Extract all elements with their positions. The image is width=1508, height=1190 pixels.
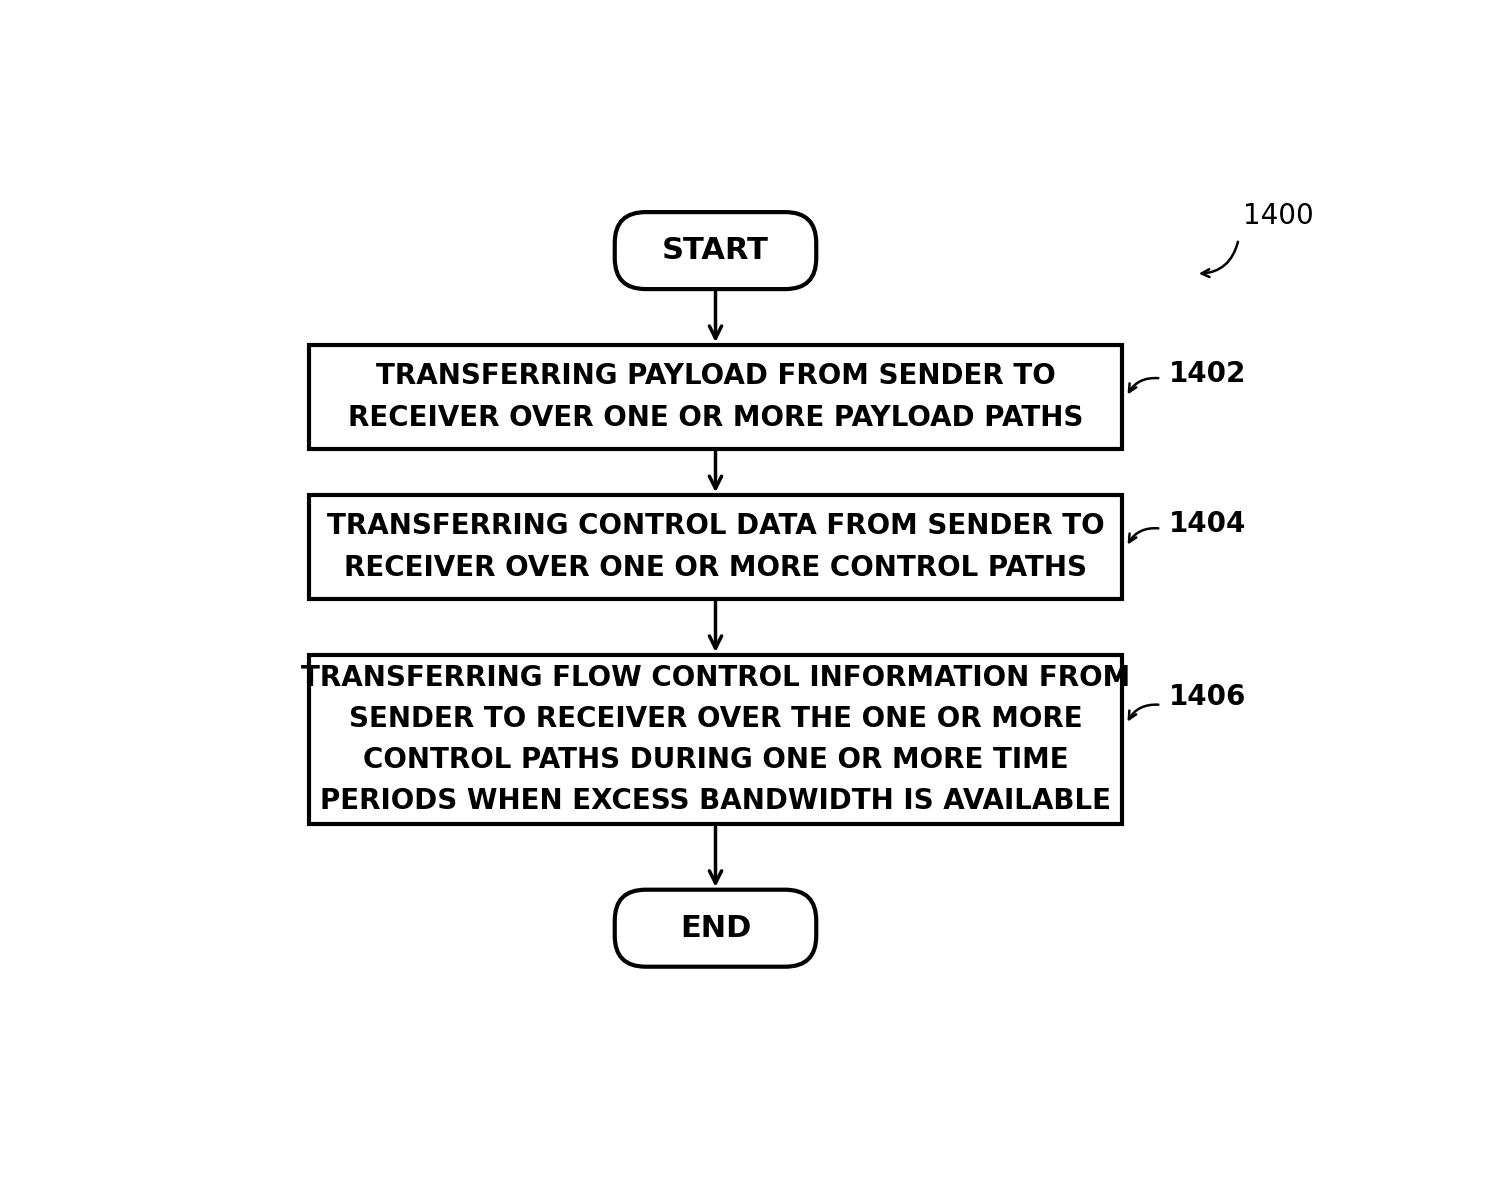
Bar [309,495,1122,599]
Text: TRANSFERRING PAYLOAD FROM SENDER TO
RECEIVER OVER ONE OR MORE PAYLOAD PATHS: TRANSFERRING PAYLOAD FROM SENDER TO RECE… [348,362,1083,432]
FancyArrowPatch shape [1129,528,1158,543]
FancyArrowPatch shape [1202,242,1238,277]
Bar [309,654,1122,825]
Text: START: START [662,236,769,265]
Bar [309,345,1122,449]
Text: 1406: 1406 [1169,683,1246,712]
FancyBboxPatch shape [615,890,816,966]
Text: TRANSFERRING FLOW CONTROL INFORMATION FROM
SENDER TO RECEIVER OVER THE ONE OR MO: TRANSFERRING FLOW CONTROL INFORMATION FR… [302,664,1129,815]
Text: 1400: 1400 [1243,202,1313,230]
Text: 1402: 1402 [1169,359,1246,388]
FancyBboxPatch shape [615,212,816,289]
Text: TRANSFERRING CONTROL DATA FROM SENDER TO
RECEIVER OVER ONE OR MORE CONTROL PATHS: TRANSFERRING CONTROL DATA FROM SENDER TO… [327,513,1104,582]
Text: 1404: 1404 [1169,511,1246,538]
FancyArrowPatch shape [1129,378,1158,392]
FancyArrowPatch shape [1129,704,1158,719]
Text: END: END [680,914,751,942]
